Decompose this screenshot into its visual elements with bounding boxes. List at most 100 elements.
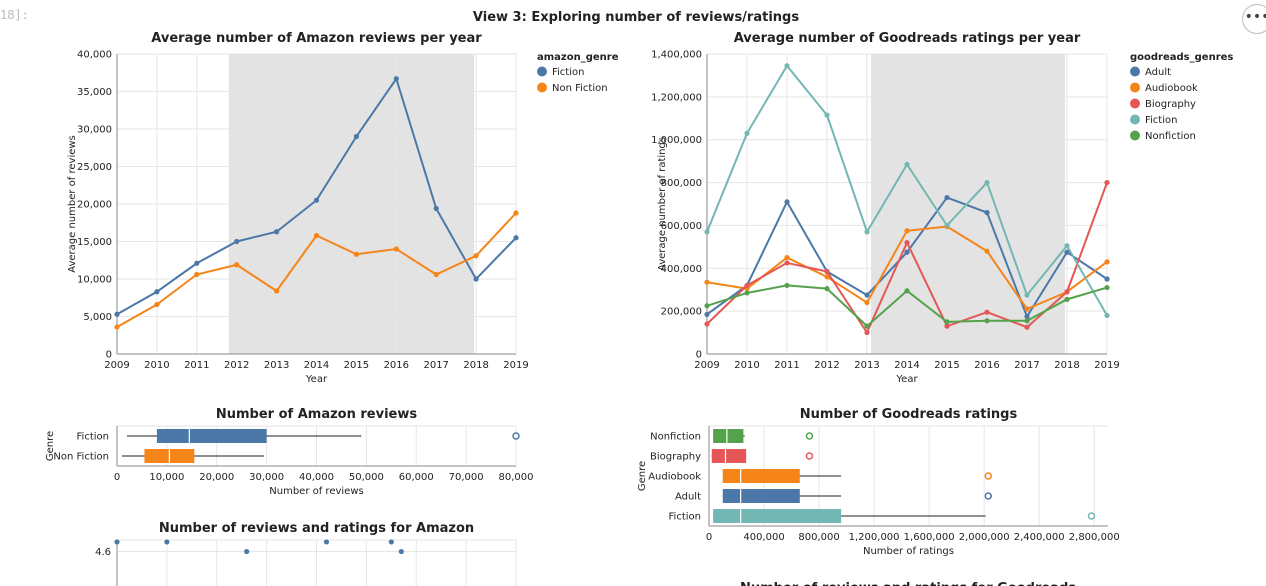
amazon-line-legend-symbol[interactable] xyxy=(537,66,547,77)
goodreads-line-legend-symbol[interactable] xyxy=(1130,114,1140,125)
goodreads-line-legend-label[interactable]: Biography xyxy=(1145,99,1196,110)
amazon-box-xtick-label: 10,000 xyxy=(149,472,184,483)
amazon-line-ytick-label: 25,000 xyxy=(77,162,112,173)
goodreads-line-data-point xyxy=(864,323,870,329)
amazon-line-data-point xyxy=(473,276,479,282)
amazon-line-legend-symbol[interactable] xyxy=(537,82,547,93)
amazon-box-xtick-label: 50,000 xyxy=(349,472,384,483)
goodreads-line-data-point xyxy=(904,228,910,234)
goodreads-line-x-axis-label: Year xyxy=(895,374,918,385)
goodreads-box-category-label: Biography xyxy=(650,452,701,463)
goodreads-line-data-point xyxy=(864,299,870,306)
amazon-box-x-axis-label: Number of reviews xyxy=(269,486,363,497)
amazon-line-xtick-label: 2013 xyxy=(264,360,289,371)
goodreads-line-data-point xyxy=(984,248,990,254)
goodreads-line-legend-symbol[interactable] xyxy=(1130,130,1140,141)
amazon-line-ytick-label: 0 xyxy=(106,350,112,361)
amazon-line-xtick-label: 2012 xyxy=(224,360,249,371)
amazon-line-ytick-label: 35,000 xyxy=(77,87,112,98)
goodreads-line-xtick-label: 2018 xyxy=(1054,360,1079,371)
goodreads-line-legend-symbol[interactable] xyxy=(1130,82,1140,93)
goodreads-line-data-point xyxy=(784,199,790,205)
amazon-line-xtick-label: 2010 xyxy=(144,360,169,371)
goodreads-line-data-point xyxy=(984,179,990,186)
amazon-box-category-label: Fiction xyxy=(77,432,109,443)
view-title: View 3: Exploring number of reviews/rati… xyxy=(473,10,799,25)
goodreads-line-data-point xyxy=(784,63,790,69)
amazon-line-x-axis-label: Year xyxy=(305,374,328,385)
amazon-line-xtick-label: 2019 xyxy=(503,360,528,371)
amazon-line-data-point xyxy=(194,260,200,266)
amazon-box-outlier xyxy=(512,432,520,440)
goodreads-box-outlier xyxy=(984,472,993,480)
more-options-icon[interactable]: ••• xyxy=(1242,4,1266,34)
amazon-line-data-point xyxy=(353,133,359,140)
goodreads-line-data-point xyxy=(1064,289,1070,295)
goodreads-box-xtick-label: 2,800,000 xyxy=(1069,532,1120,543)
amazon-box-chart: Number of Amazon reviews 0 10,000 20,000 30,… xyxy=(45,407,534,497)
amazon-scatter-title: Number of reviews and ratings for Amazon xyxy=(159,521,474,536)
amazon-line-data-point xyxy=(154,301,160,308)
amazon-box-title: Number of Amazon reviews xyxy=(216,407,417,422)
amazon-line-ytick-label: 10,000 xyxy=(77,275,112,286)
goodreads-box-box xyxy=(711,449,747,463)
goodreads-line-data-point xyxy=(1024,292,1030,298)
amazon-line-ytick-label: 30,000 xyxy=(77,125,112,136)
goodreads-line-data-point xyxy=(1104,259,1110,265)
goodreads-line-ytick-label: 400,000 xyxy=(661,264,702,275)
goodreads-line-chart: Average number of Goodreads ratings per … xyxy=(651,31,1233,385)
goodreads-box-title: Number of Goodreads ratings xyxy=(800,407,1018,422)
goodreads-line-legend-label[interactable]: Adult xyxy=(1145,67,1171,78)
goodreads-scatter-title: Number of reviews and ratings for Goodre… xyxy=(740,581,1076,586)
amazon-line-title: Average number of Amazon reviews per yea… xyxy=(151,31,482,46)
amazon-line-chart: Average number of Amazon reviews per yea… xyxy=(67,31,619,385)
goodreads-box-category-label: Nonfiction xyxy=(650,432,701,443)
goodreads-line-legend-label[interactable]: Audiobook xyxy=(1145,83,1198,94)
amazon-line-xtick-label: 2018 xyxy=(463,360,488,371)
amazon-box-y-axis-label: Genre xyxy=(45,431,56,461)
goodreads-line-data-point xyxy=(824,268,830,275)
goodreads-line-data-point xyxy=(1064,296,1070,302)
amazon-box-xtick-label: 80,000 xyxy=(499,472,534,483)
goodreads-line-xtick-label: 2014 xyxy=(894,360,919,371)
amazon-line-data-point xyxy=(353,251,359,257)
amazon-box-box xyxy=(156,429,267,443)
goodreads-box-xtick-label: 0 xyxy=(706,532,712,543)
amazon-line-data-point xyxy=(473,253,479,259)
goodreads-line-data-point xyxy=(864,229,870,235)
amazon-line-data-point xyxy=(234,238,240,245)
goodreads-line-legend-title: goodreads_genres xyxy=(1130,52,1233,63)
goodreads-line-legend-label[interactable]: Fiction xyxy=(1145,115,1177,126)
goodreads-line-data-point xyxy=(864,292,870,298)
goodreads-line-data-point xyxy=(1024,306,1030,312)
amazon-line-data-point xyxy=(393,246,399,252)
goodreads-line-data-point xyxy=(944,319,950,325)
goodreads-line-legend-symbol[interactable] xyxy=(1130,98,1140,109)
goodreads-line-xtick-label: 2016 xyxy=(974,360,999,371)
goodreads-line-data-point xyxy=(1104,312,1110,319)
amazon-line-ytick-label: 40,000 xyxy=(77,50,112,61)
amazon-line-legend-label[interactable]: Non Fiction xyxy=(552,83,608,94)
goodreads-line-legend-symbol[interactable] xyxy=(1130,66,1140,77)
amazon-line-data-point xyxy=(274,229,280,235)
amazon-line-y-axis-label: Average number of reviews xyxy=(67,135,78,273)
goodreads-line-ytick-label: 1,000,000 xyxy=(651,135,702,146)
amazon-box-xtick-label: 60,000 xyxy=(399,472,434,483)
amazon-line-data-point xyxy=(114,324,120,330)
amazon-line-xtick-label: 2015 xyxy=(344,360,369,371)
amazon-scatter-data-point xyxy=(388,539,394,545)
goodreads-line-data-point xyxy=(704,311,710,317)
goodreads-line-xtick-label: 2012 xyxy=(814,360,839,371)
goodreads-box-xtick-label: 2,000,000 xyxy=(959,532,1010,543)
goodreads-line-data-point xyxy=(984,309,990,315)
goodreads-box-outlier xyxy=(1087,512,1096,520)
amazon-line-legend-label[interactable]: Fiction xyxy=(552,67,584,78)
goodreads-line-legend-label[interactable]: Nonfiction xyxy=(1145,131,1196,142)
amazon-scatter-data-point xyxy=(114,539,120,545)
amazon-box-xtick-label: 30,000 xyxy=(249,472,284,483)
amazon-line-ytick-label: 15,000 xyxy=(77,237,112,248)
goodreads-line-data-point xyxy=(1064,243,1070,249)
goodreads-box-box xyxy=(722,469,800,483)
goodreads-line-ytick-label: 1,200,000 xyxy=(651,92,702,103)
goodreads-line-data-point xyxy=(704,303,710,309)
